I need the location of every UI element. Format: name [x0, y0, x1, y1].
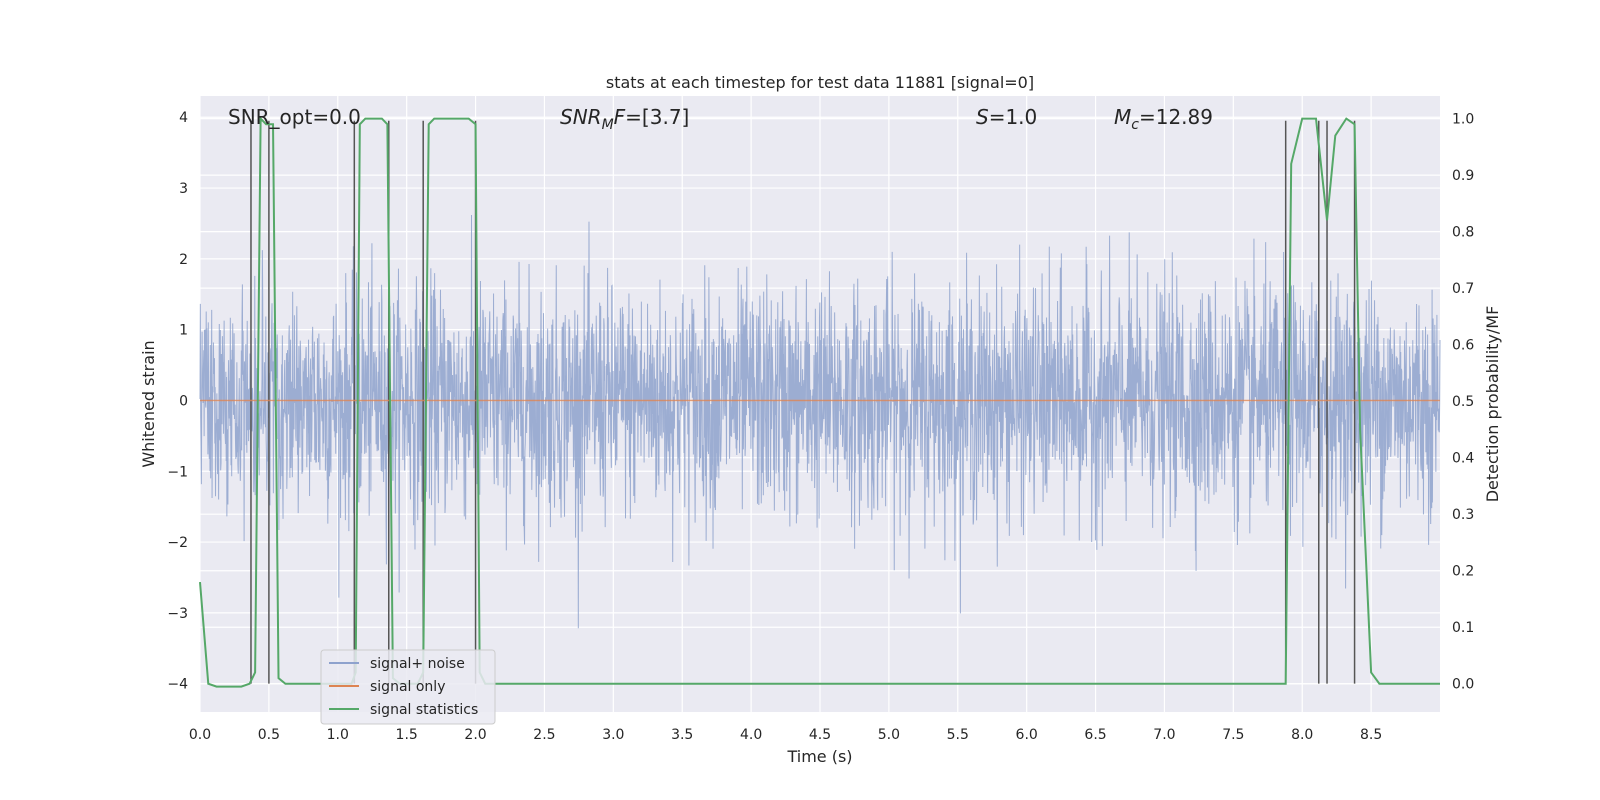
annotation-mc: Mc=12.89	[1114, 105, 1213, 133]
annotation-s-value: =1.0	[989, 105, 1038, 129]
annotation-snr-mf: SNRMF=[3.7]	[560, 105, 689, 133]
legend-label-signal-noise: signal+ noise	[370, 656, 465, 672]
x-tick-label: 5.0	[878, 727, 900, 743]
x-tick-label: 7.5	[1222, 727, 1244, 743]
x-tick-label: 5.5	[947, 727, 969, 743]
y-right-tick-label: 1.0	[1452, 112, 1474, 128]
y-right-tick-labels: 0.0 0.1 0.2 0.3 0.4 0.5 0.6 0.7 0.8 0.9 1.0	[1452, 112, 1474, 693]
y-right-axis-label: Detection probability/MF	[1483, 306, 1502, 503]
y-tick-label: −2	[167, 535, 188, 551]
x-tick-label: 8.5	[1360, 727, 1382, 743]
x-tick-label: 2.0	[464, 727, 486, 743]
legend-box	[320, 649, 496, 725]
x-tick-label: 3.0	[602, 727, 624, 743]
x-tick-label: 4.5	[809, 727, 831, 743]
y-tick-label: 1	[179, 323, 188, 339]
y-tick-label: 2	[179, 252, 188, 268]
y-right-tick-label: 0.3	[1452, 507, 1474, 523]
svg-text:Mc=12.89: Mc=12.89	[1114, 105, 1213, 133]
y-right-tick-label: 0.9	[1452, 168, 1474, 184]
x-tick-label: 3.5	[671, 727, 693, 743]
y-axis-label: Whitened strain	[139, 340, 158, 467]
annotation-s: S=1.0	[976, 105, 1037, 129]
x-tick-label: 1.5	[396, 727, 418, 743]
y-right-tick-label: 0.7	[1452, 281, 1474, 297]
y-tick-label: −1	[167, 464, 188, 480]
x-tick-label: 6.0	[1016, 727, 1038, 743]
y-right-tick-label: 0.2	[1452, 564, 1474, 580]
y-right-tick-label: 0.0	[1452, 677, 1474, 693]
annotation-snr-opt: SNR_opt=0.0	[228, 105, 361, 129]
x-tick-label: 1.0	[327, 727, 349, 743]
svg-text:SNRMF=[3.7]: SNRMF=[3.7]	[560, 105, 689, 133]
x-tick-label: 7.0	[1153, 727, 1175, 743]
x-tick-label: 6.5	[1084, 727, 1106, 743]
annotation-snr-mf-value: =[3.7]	[625, 105, 689, 129]
x-tick-label: 2.5	[533, 727, 555, 743]
x-axis-label: Time (s)	[786, 747, 852, 766]
y-tick-label: 3	[179, 181, 188, 197]
y-tick-label: −3	[167, 606, 188, 622]
annotation-mc-value: =12.89	[1139, 105, 1213, 129]
svg-text:S=1.0: S=1.0	[976, 105, 1037, 129]
y-tick-labels: −4 −3 −2 −1 0 1 2 3 4	[167, 110, 188, 692]
legend-label-signal-statistics: signal statistics	[370, 702, 478, 718]
chart-title: stats at each timestep for test data 118…	[606, 73, 1034, 92]
y-tick-label: 0	[179, 393, 188, 409]
legend-label-signal-only: signal only	[370, 679, 445, 695]
y-tick-label: 4	[179, 110, 188, 126]
legend: signal+ noise signal only signal statist…	[320, 649, 496, 725]
y-right-tick-label: 0.6	[1452, 338, 1474, 354]
y-right-tick-label: 0.8	[1452, 225, 1474, 241]
x-tick-label: 0.0	[189, 727, 211, 743]
x-tick-label: 0.5	[258, 727, 280, 743]
y-right-tick-label: 0.1	[1452, 620, 1474, 636]
y-right-tick-label: 0.5	[1452, 394, 1474, 410]
y-tick-label: −4	[167, 677, 188, 693]
x-tick-labels: 0.0 0.5 1.0 1.5 2.0 2.5 3.0 3.5 4.0 4.5 5.0 5.5 6.0 6…	[189, 727, 1382, 743]
x-tick-label: 8.0	[1291, 727, 1313, 743]
x-tick-label: 4.0	[740, 727, 762, 743]
y-right-tick-label: 0.4	[1452, 451, 1474, 467]
